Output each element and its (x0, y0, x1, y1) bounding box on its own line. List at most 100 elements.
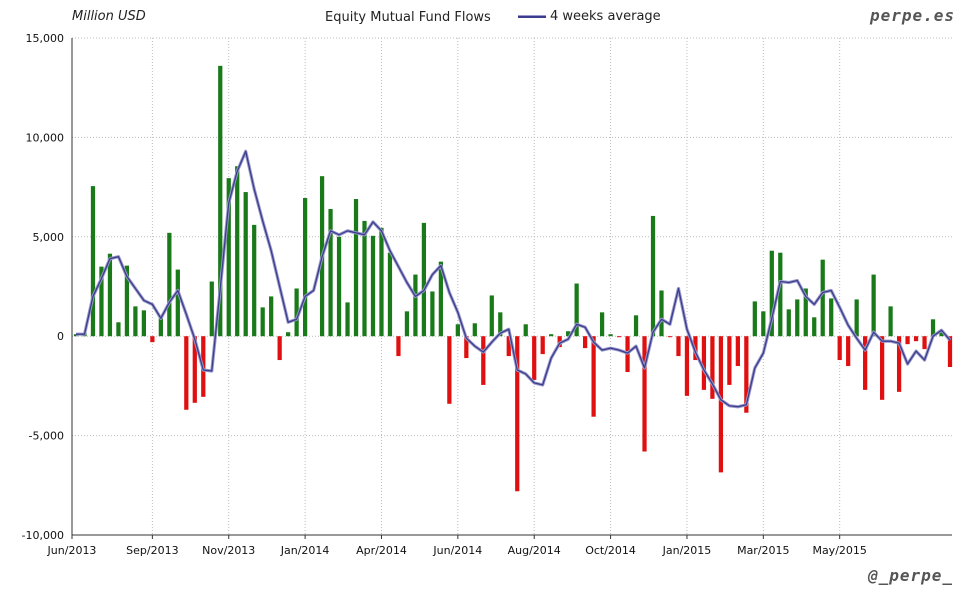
flow-bar (430, 291, 435, 337)
x-tick-label: Jan/2015 (662, 544, 712, 557)
flow-bar (243, 192, 248, 337)
flow-bar (158, 318, 163, 337)
average-line-halo (76, 149, 952, 409)
flow-bar (506, 336, 511, 357)
flow-bar (150, 336, 155, 343)
flow-bar (947, 336, 953, 368)
flow-bar (744, 336, 749, 413)
flow-bar (447, 336, 452, 404)
flow-bar (676, 336, 681, 357)
flow-bar (616, 336, 622, 338)
flow-bar (761, 311, 766, 337)
flow-bar (854, 299, 859, 337)
flow-bar (650, 215, 656, 337)
average-line (76, 149, 952, 409)
flow-bar (218, 65, 223, 337)
flow-bar (192, 336, 197, 403)
flow-bar (667, 336, 673, 338)
flow-bar (362, 220, 367, 337)
y-tick-label: -5,000 (29, 430, 64, 443)
flow-bar (710, 336, 715, 399)
flow-bar (837, 336, 842, 361)
flow-bar (718, 336, 724, 473)
x-tick-label: Aug/2014 (508, 544, 561, 557)
flow-bar (515, 336, 520, 492)
flow-bar (99, 266, 104, 337)
flow-bar (413, 274, 418, 337)
flow-bar (642, 336, 647, 452)
flow-bar (930, 319, 936, 337)
brand-logo: perpe.es (870, 6, 956, 25)
flow-bar (549, 334, 554, 337)
flow-bar (260, 307, 265, 337)
flow-bar (735, 336, 740, 367)
flow-bar (235, 166, 240, 337)
x-tick-label: Sep/2013 (126, 544, 178, 557)
flow-bar (684, 336, 690, 396)
flow-bar (286, 332, 291, 337)
flow-bar (387, 252, 393, 337)
x-tick-label: Apr/2014 (356, 544, 407, 557)
flow-bar (175, 269, 180, 337)
flow-bar (633, 315, 639, 337)
y-tick-label: 15,000 (26, 32, 65, 45)
flow-bar (829, 298, 834, 337)
flow-bar (863, 336, 868, 390)
flow-bar (812, 317, 817, 337)
flow-bar (871, 274, 876, 337)
flow-bar (846, 336, 851, 367)
flow-bar (379, 227, 384, 337)
flow-bar (345, 302, 350, 337)
x-tick-label: Nov/2013 (202, 544, 255, 557)
flow-bar (608, 334, 613, 337)
flow-bar (591, 336, 596, 417)
flow-bar (566, 331, 571, 337)
flow-bar (795, 299, 800, 337)
flow-bar (370, 235, 376, 337)
unit-label: Million USD (72, 9, 146, 24)
legend-label: 4 weeks average (550, 9, 661, 24)
x-tick-label: Jan/2014 (280, 544, 330, 557)
flow-bar (107, 253, 113, 337)
flow-bar (396, 336, 401, 357)
y-tick-label: 5,000 (33, 231, 65, 244)
flow-bar (302, 198, 308, 337)
flow-bar (523, 324, 528, 337)
x-tick-label: Mar/2015 (737, 544, 789, 557)
flow-bar (769, 250, 774, 337)
flow-bar (727, 336, 732, 385)
x-tick-label: Jun/2013 (47, 544, 97, 557)
flow-bar (353, 199, 359, 337)
flow-bar (820, 259, 825, 337)
flow-bar (124, 265, 130, 337)
y-tick-label: 0 (57, 330, 64, 343)
flow-bar (455, 324, 460, 337)
flow-bar (481, 336, 486, 385)
flow-bar (659, 290, 664, 337)
legend-line-swatch (518, 15, 546, 18)
y-tick-label: -10,000 (22, 529, 64, 542)
flow-bar (888, 306, 893, 337)
flow-bar (336, 236, 342, 337)
flow-bar (116, 322, 121, 337)
legend: 4 weeks average (518, 9, 661, 24)
flow-bar (404, 311, 410, 337)
flow-bar (574, 283, 579, 337)
flow-bar (252, 224, 257, 337)
flow-bar (438, 261, 443, 337)
grid-lines (72, 37, 952, 535)
flow-bar (939, 332, 944, 337)
flow-bar (294, 288, 299, 337)
flow-bar (141, 310, 146, 337)
flow-bar (896, 336, 902, 392)
flow-bar (277, 336, 282, 361)
x-tick-label: Jun/2014 (432, 544, 482, 557)
flow-bars (73, 65, 953, 492)
flow-bar (464, 336, 469, 359)
average-line-path (76, 150, 951, 408)
y-tick-label: 10,000 (26, 131, 65, 144)
flow-bar (489, 295, 494, 337)
flow-bar (786, 309, 791, 337)
x-tick-label: May/2015 (812, 544, 866, 557)
